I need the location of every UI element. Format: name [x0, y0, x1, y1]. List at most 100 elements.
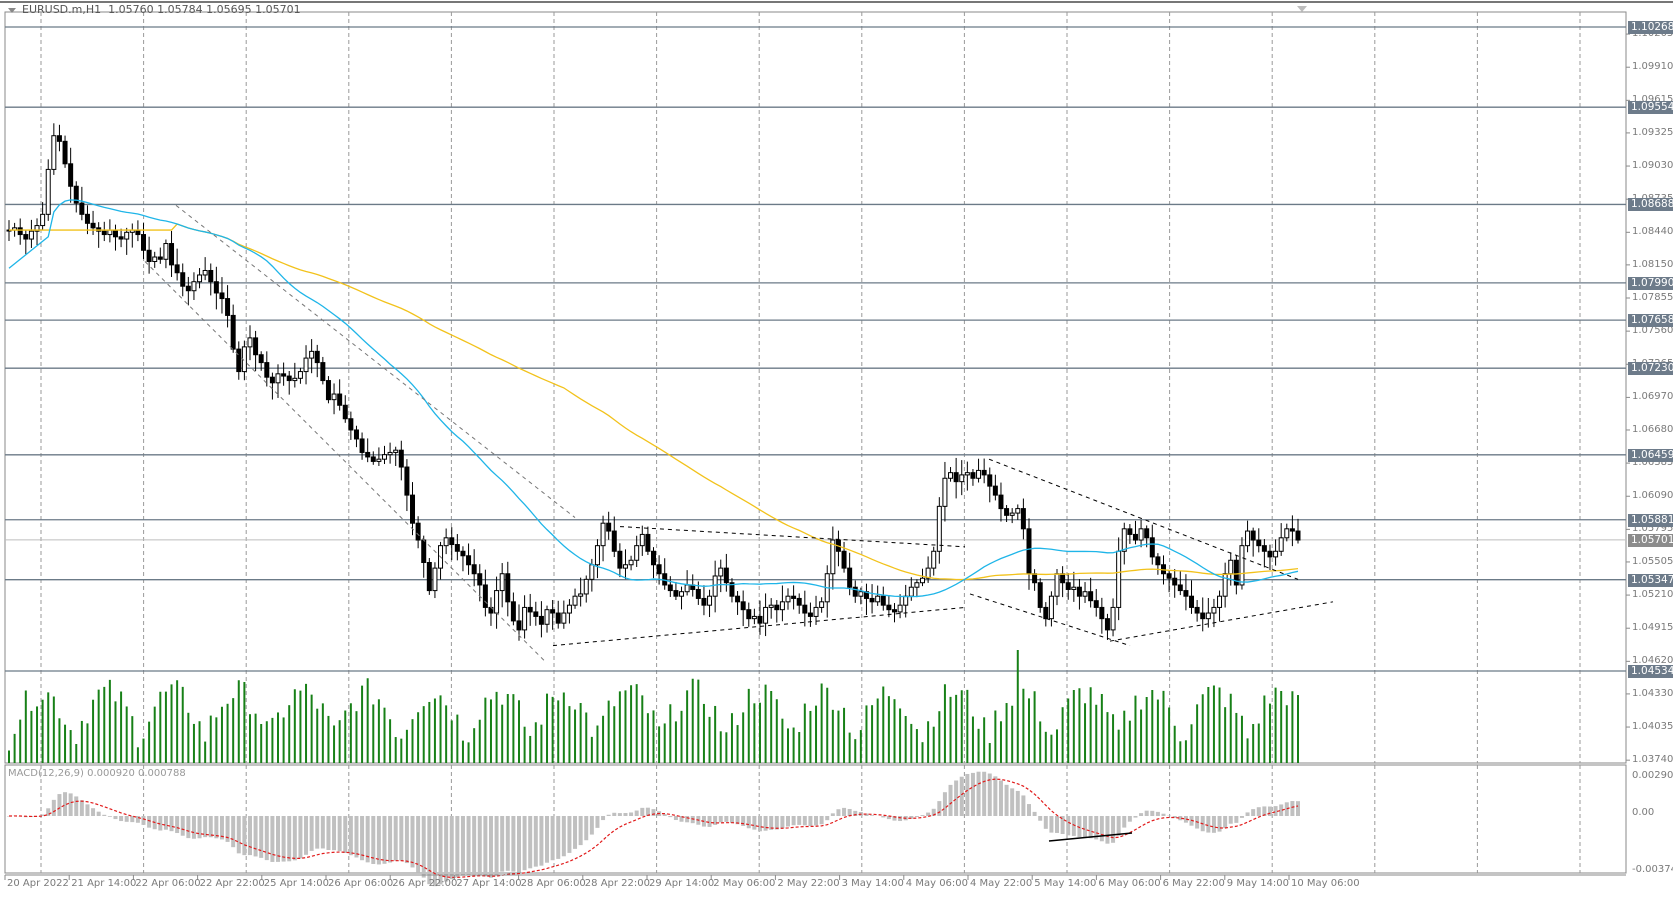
candle-body: [1149, 537, 1155, 558]
chart-shift-marker-icon[interactable]: [1297, 6, 1307, 12]
candle-body: [522, 606, 528, 631]
level-price-tag: 1.07230: [1628, 362, 1673, 376]
macd-histogram-bar: [679, 816, 684, 822]
macd-histogram-bar: [573, 816, 578, 849]
candle-body: [970, 472, 976, 479]
candle-body: [376, 458, 382, 462]
candle-body: [169, 243, 175, 266]
collapse-triangle-icon[interactable]: [8, 7, 16, 13]
candle-body: [869, 597, 875, 603]
time-tick-label: 6 May 22:00: [1162, 878, 1225, 889]
candle-body: [779, 601, 785, 611]
macd-histogram-bar: [354, 816, 359, 858]
macd-histogram-bar: [91, 808, 96, 816]
candle-body: [763, 606, 769, 624]
candle-body: [359, 438, 365, 453]
macd-histogram-bar: [208, 816, 213, 838]
macd-histogram-bar: [556, 816, 561, 859]
macd-histogram-bar: [1105, 816, 1110, 844]
macd-histogram-bar: [612, 812, 617, 816]
macd-histogram-bar: [186, 816, 191, 839]
macd-histogram-bar: [1111, 816, 1116, 843]
macd-histogram-bar: [281, 816, 286, 862]
macd-histogram-bar: [130, 816, 135, 823]
time-tick-label: 9 May 14:00: [1226, 878, 1290, 889]
price-tick-label: 1.04035: [1632, 721, 1673, 733]
candle-body: [1037, 582, 1043, 608]
macd-histogram-bar: [1279, 804, 1284, 816]
candle-body: [1228, 559, 1234, 575]
macd-histogram-bar: [365, 816, 370, 863]
macd-histogram-bar: [847, 808, 852, 816]
candle-body: [1082, 591, 1088, 597]
current-price-tag: 1.05701: [1628, 533, 1673, 547]
candle-body: [578, 593, 584, 597]
time-tick-label: 22 Apr 22:00: [199, 878, 265, 889]
macd-histogram-bar: [1284, 802, 1289, 816]
candle-body: [28, 230, 34, 240]
candle-body: [550, 609, 556, 614]
macd-axis-zero: 0.00: [1632, 807, 1655, 818]
candle-body: [112, 229, 118, 238]
candle-body: [460, 550, 466, 557]
macd-histogram-bar: [163, 816, 168, 830]
candle-body: [785, 595, 791, 603]
macd-histogram-bar: [247, 816, 252, 856]
candle-body: [516, 620, 522, 631]
time-tick-label: 20 Apr 2022: [7, 878, 69, 889]
time-tick-label: 2 May 06:00: [713, 878, 776, 889]
macd-histogram-bar: [561, 816, 566, 857]
macd-histogram-bar: [500, 816, 505, 872]
macd-histogram-bar: [769, 816, 774, 830]
macd-histogram-bar: [797, 816, 802, 825]
price-tick-label: 1.06970: [1632, 391, 1673, 403]
macd-histogram-bar: [808, 816, 813, 826]
macd-histogram-bar: [371, 816, 376, 864]
macd-histogram-bar: [690, 816, 695, 824]
time-tick-label: 25 Apr 14:00: [263, 878, 329, 889]
candle-body: [225, 298, 231, 316]
macd-histogram-bar: [1004, 784, 1009, 816]
macd-histogram-bar: [1239, 816, 1244, 818]
time-tick-label: 4 May 22:00: [970, 878, 1033, 889]
level-price-tag: 1.06459: [1628, 448, 1673, 462]
price-tick-label: 1.06090: [1632, 490, 1673, 502]
macd-histogram-bar: [1032, 811, 1037, 816]
level-price-tag: 1.05347: [1628, 573, 1673, 587]
macd-histogram-bar: [1245, 812, 1250, 816]
macd-histogram-bar: [640, 807, 645, 816]
candle-body: [813, 606, 819, 617]
candle-body: [421, 539, 427, 564]
macd-divergence-line: [1048, 832, 1133, 842]
macd-panel: [4, 764, 1627, 874]
macd-histogram-bar: [539, 816, 544, 866]
symbol-label: EURUSD.m,H1: [22, 3, 102, 16]
candle-body: [791, 595, 797, 599]
macd-histogram-bar: [522, 816, 527, 871]
time-tick-label: 4 May 06:00: [905, 878, 969, 889]
macd-histogram-bar: [1071, 816, 1076, 836]
candle-body: [174, 264, 180, 274]
candle-body: [981, 469, 987, 476]
candle-body: [768, 604, 774, 608]
candle-body: [1048, 595, 1054, 620]
macd-histogram-bar: [814, 816, 819, 826]
macd-histogram-bar: [926, 812, 931, 816]
macd-histogram-bar: [388, 816, 393, 863]
candle-body: [746, 609, 752, 620]
macd-histogram-bar: [1060, 816, 1065, 835]
macd-histogram-bar: [1206, 816, 1211, 833]
macd-histogram-bar: [550, 816, 555, 861]
macd-axis-bottom: -0.00374: [1632, 864, 1673, 875]
candle-body: [622, 564, 628, 569]
candle-body: [527, 606, 533, 613]
macd-histogram-bar: [135, 816, 140, 823]
candle-body: [1127, 528, 1133, 535]
macd-histogram-bar: [1228, 816, 1233, 824]
fast-ma-line: [8, 199, 1299, 598]
level-price-tag: 1.04534: [1628, 665, 1673, 678]
candle-body: [1217, 595, 1223, 608]
candle-body: [651, 550, 656, 566]
